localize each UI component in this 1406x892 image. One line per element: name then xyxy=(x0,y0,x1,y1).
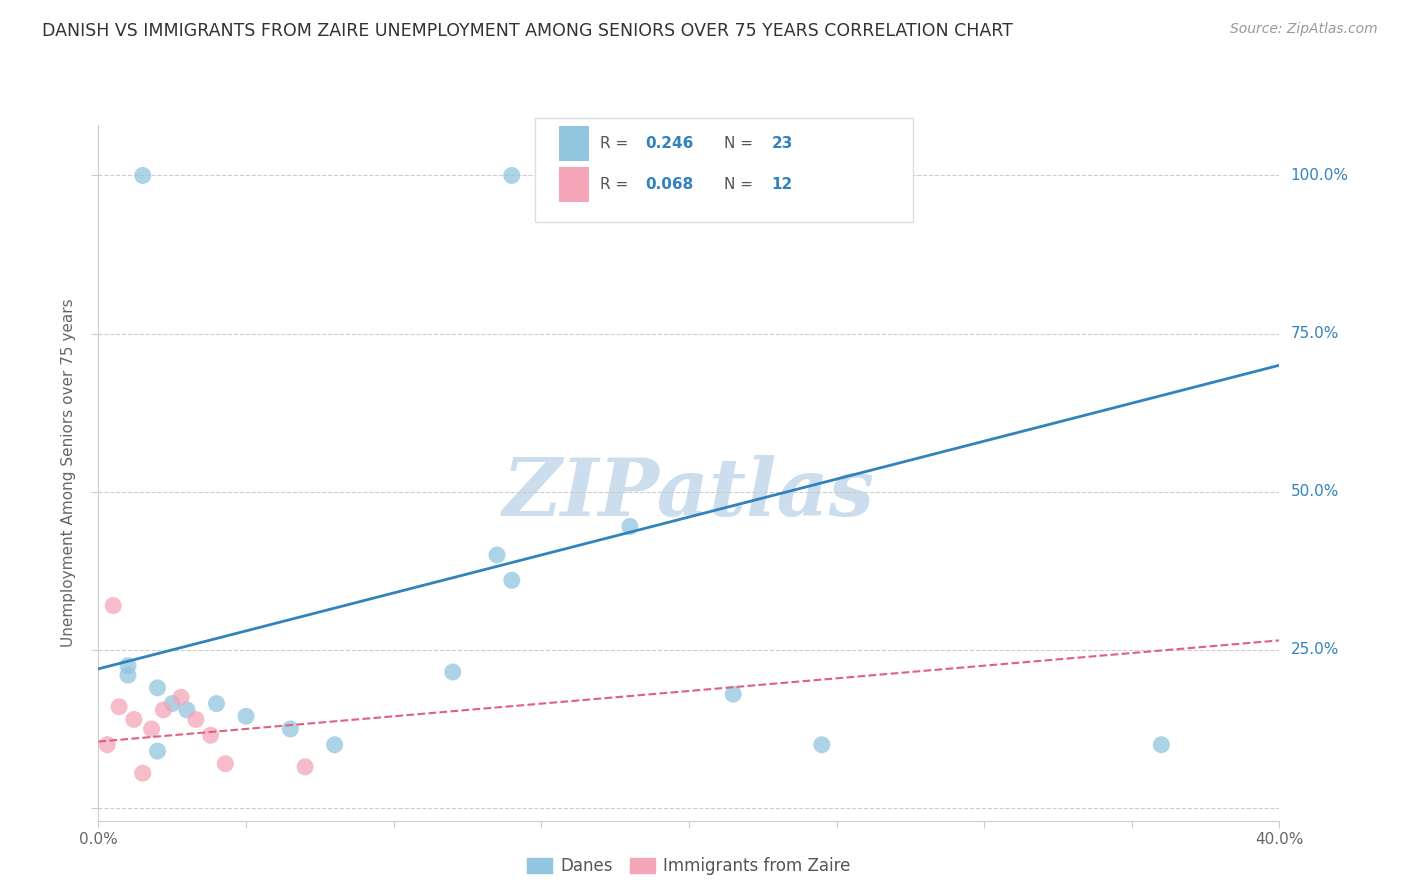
Text: DANISH VS IMMIGRANTS FROM ZAIRE UNEMPLOYMENT AMONG SENIORS OVER 75 YEARS CORRELA: DANISH VS IMMIGRANTS FROM ZAIRE UNEMPLOY… xyxy=(42,22,1014,40)
Text: ZIPatlas: ZIPatlas xyxy=(503,455,875,533)
Point xyxy=(200,728,222,742)
Y-axis label: Unemployment Among Seniors over 75 years: Unemployment Among Seniors over 75 years xyxy=(60,299,76,647)
Text: R =: R = xyxy=(600,177,634,192)
Text: 25.0%: 25.0% xyxy=(1291,642,1339,657)
Text: 0.068: 0.068 xyxy=(645,177,693,192)
Point xyxy=(648,169,671,183)
Point xyxy=(205,697,228,711)
Point xyxy=(132,766,155,780)
Point xyxy=(162,697,183,711)
Point xyxy=(96,738,118,752)
Point xyxy=(184,713,207,727)
Point xyxy=(117,668,139,682)
Text: R =: R = xyxy=(600,136,634,151)
Text: 50.0%: 50.0% xyxy=(1291,484,1339,500)
Point xyxy=(278,722,302,736)
FancyBboxPatch shape xyxy=(560,127,589,161)
Text: N =: N = xyxy=(724,136,758,151)
Point xyxy=(678,169,700,183)
Point xyxy=(146,744,169,758)
Text: 100.0%: 100.0% xyxy=(1291,168,1348,183)
Point xyxy=(122,713,145,727)
Point xyxy=(323,738,346,752)
Point xyxy=(619,169,641,183)
Point xyxy=(108,699,131,714)
Point xyxy=(170,690,193,705)
Point xyxy=(294,760,316,774)
Point xyxy=(501,169,523,183)
Point xyxy=(176,703,198,717)
Text: 12: 12 xyxy=(772,177,793,192)
Point xyxy=(619,519,641,533)
Point xyxy=(501,574,523,588)
Point xyxy=(810,738,832,752)
Text: N =: N = xyxy=(724,177,758,192)
Text: 23: 23 xyxy=(772,136,793,151)
Text: 0.246: 0.246 xyxy=(645,136,693,151)
Point xyxy=(1150,738,1173,752)
Point xyxy=(117,658,139,673)
Point xyxy=(146,681,169,695)
Point xyxy=(214,756,236,771)
Point xyxy=(132,169,155,183)
FancyBboxPatch shape xyxy=(560,167,589,202)
Point xyxy=(103,599,125,613)
Text: 75.0%: 75.0% xyxy=(1291,326,1339,341)
Point xyxy=(235,709,257,723)
Point xyxy=(721,687,744,701)
Legend: Danes, Immigrants from Zaire: Danes, Immigrants from Zaire xyxy=(520,851,858,882)
Point xyxy=(152,703,174,717)
Point xyxy=(707,169,730,183)
FancyBboxPatch shape xyxy=(536,118,914,222)
Text: Source: ZipAtlas.com: Source: ZipAtlas.com xyxy=(1230,22,1378,37)
Point xyxy=(486,548,509,562)
Point xyxy=(441,665,464,679)
Point xyxy=(141,722,163,736)
